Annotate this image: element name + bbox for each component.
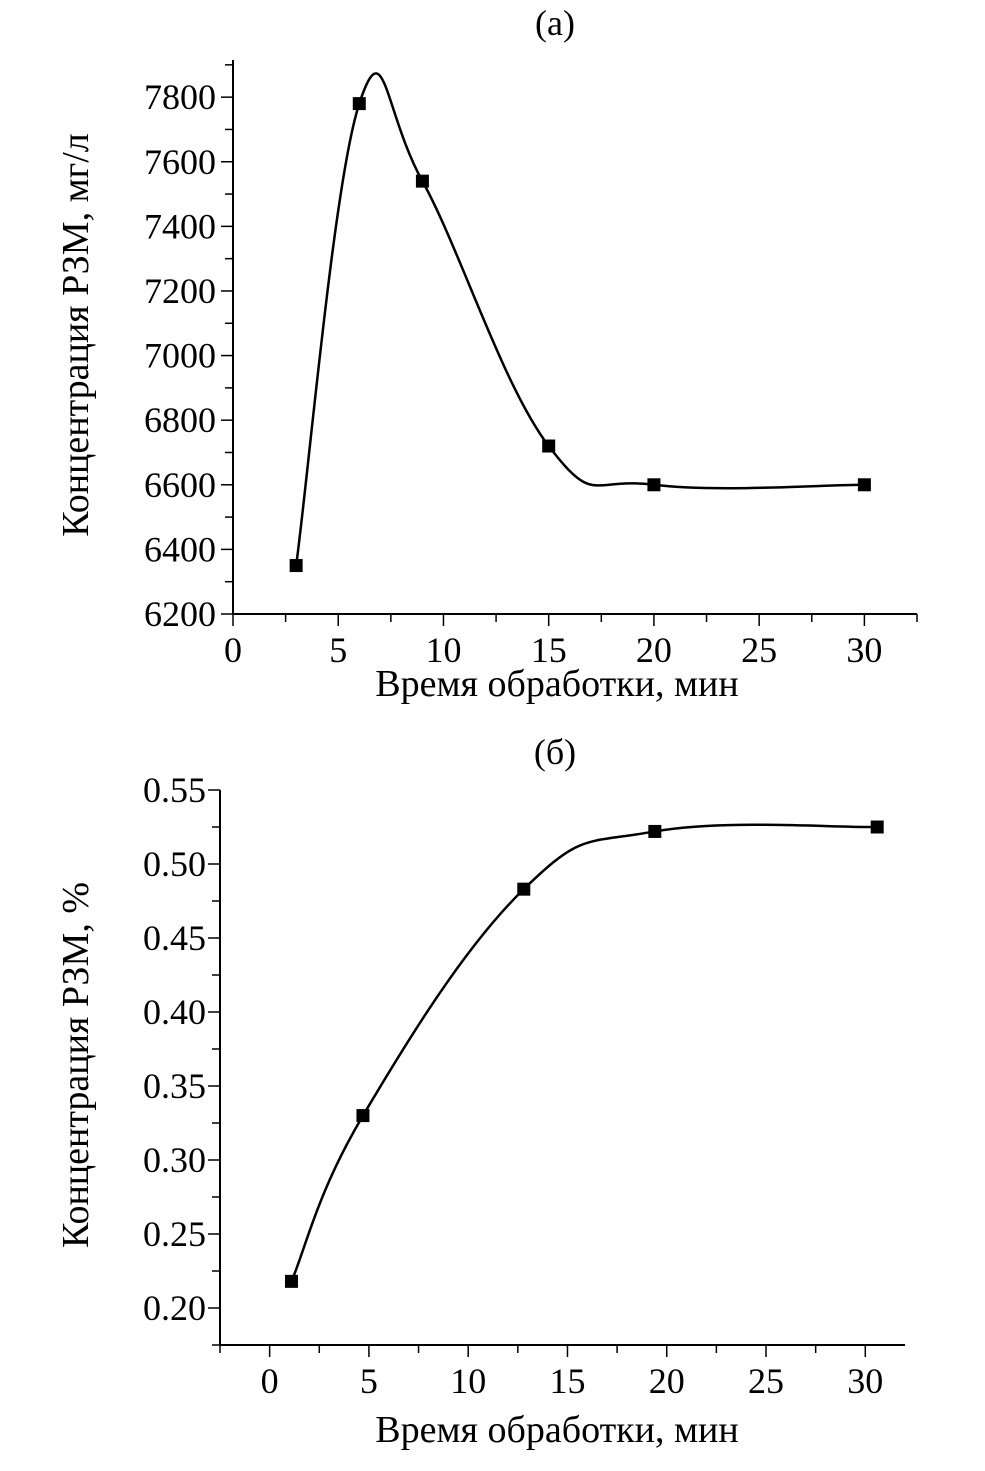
chart-b-data-point [517,882,531,896]
chart-a-data-point [352,97,366,111]
chart-b-y-tick-label: 0.20 [143,1288,206,1328]
chart-a-y-tick-label: 7000 [144,336,216,376]
chart-a-y-tick-label: 7800 [144,77,216,117]
chart-a-y-tick-label: 6600 [144,465,216,505]
chart-a-data-point [415,174,429,188]
chart-b-x-tick-label: 15 [549,1361,585,1401]
chart-b-x-tick-label: 30 [847,1361,883,1401]
chart-a-y-tick-label: 6400 [144,529,216,569]
chart-b-xlabel: Время обработки, мин [375,1409,738,1451]
chart-b-x-tick-label: 10 [450,1361,486,1401]
chart-b-y-tick-label: 0.55 [143,770,206,810]
chart-b-y-tick-label: 0.50 [143,844,206,884]
chart-b-x-tick-label: 25 [748,1361,784,1401]
chart-b-data-point [284,1274,298,1288]
chart-b-y-tick-label: 0.35 [143,1066,206,1106]
chart-b: (б) Концентрация РЗМ, % Время обработки,… [55,732,905,1451]
chart-a-x-tick-label: 10 [425,630,461,670]
chart-b-ylabel: Концентрация РЗМ, % [55,882,97,1248]
chart-b-series-line [290,823,878,1282]
chart-a-y-tick-label: 6200 [144,594,216,634]
chart-b-y-tick-label: 0.30 [143,1140,206,1180]
chart-b-y-tick-label: 0.25 [143,1214,206,1254]
chart-a-x-tick-label: 0 [224,630,242,670]
chart-a-series-line [294,72,865,566]
chart-a: (a) Концентрация РЗМ, мг/л Время обработ… [55,3,918,705]
chart-a-x-tick-label: 25 [741,630,777,670]
chart-a-data-point [857,478,871,492]
chart-a-y-tick-label: 7200 [144,271,216,311]
chart-a-ylabel: Концентрация РЗМ, мг/л [55,133,97,537]
chart-a-y-tick-label: 7400 [144,206,216,246]
chart-b-y-tick-label: 0.45 [143,918,206,958]
chart-b-data-point [648,824,662,838]
chart-b-data-point [870,820,884,834]
chart-a-data-point [289,559,303,573]
chart-b-title: (б) [534,732,576,772]
chart-a-x-tick-label: 15 [531,630,567,670]
chart-a-title: (a) [535,3,575,43]
chart-a-xlabel: Время обработки, мин [375,663,738,705]
chart-b-x-tick-label: 20 [649,1361,685,1401]
chart-a-y-tick-label: 6800 [144,400,216,440]
chart-a-x-tick-label: 5 [329,630,347,670]
chart-a-y-tick-label: 7600 [144,142,216,182]
chart-a-x-tick-label: 20 [636,630,672,670]
chart-a-x-tick-label: 30 [846,630,882,670]
chart-b-y-tick-label: 0.40 [143,992,206,1032]
chart-b-x-tick-label: 0 [261,1361,279,1401]
chart-b-data-point [356,1109,370,1123]
chart-a-data-point [542,439,556,453]
chart-a-data-point [647,478,661,492]
chart-b-x-tick-label: 5 [360,1361,378,1401]
